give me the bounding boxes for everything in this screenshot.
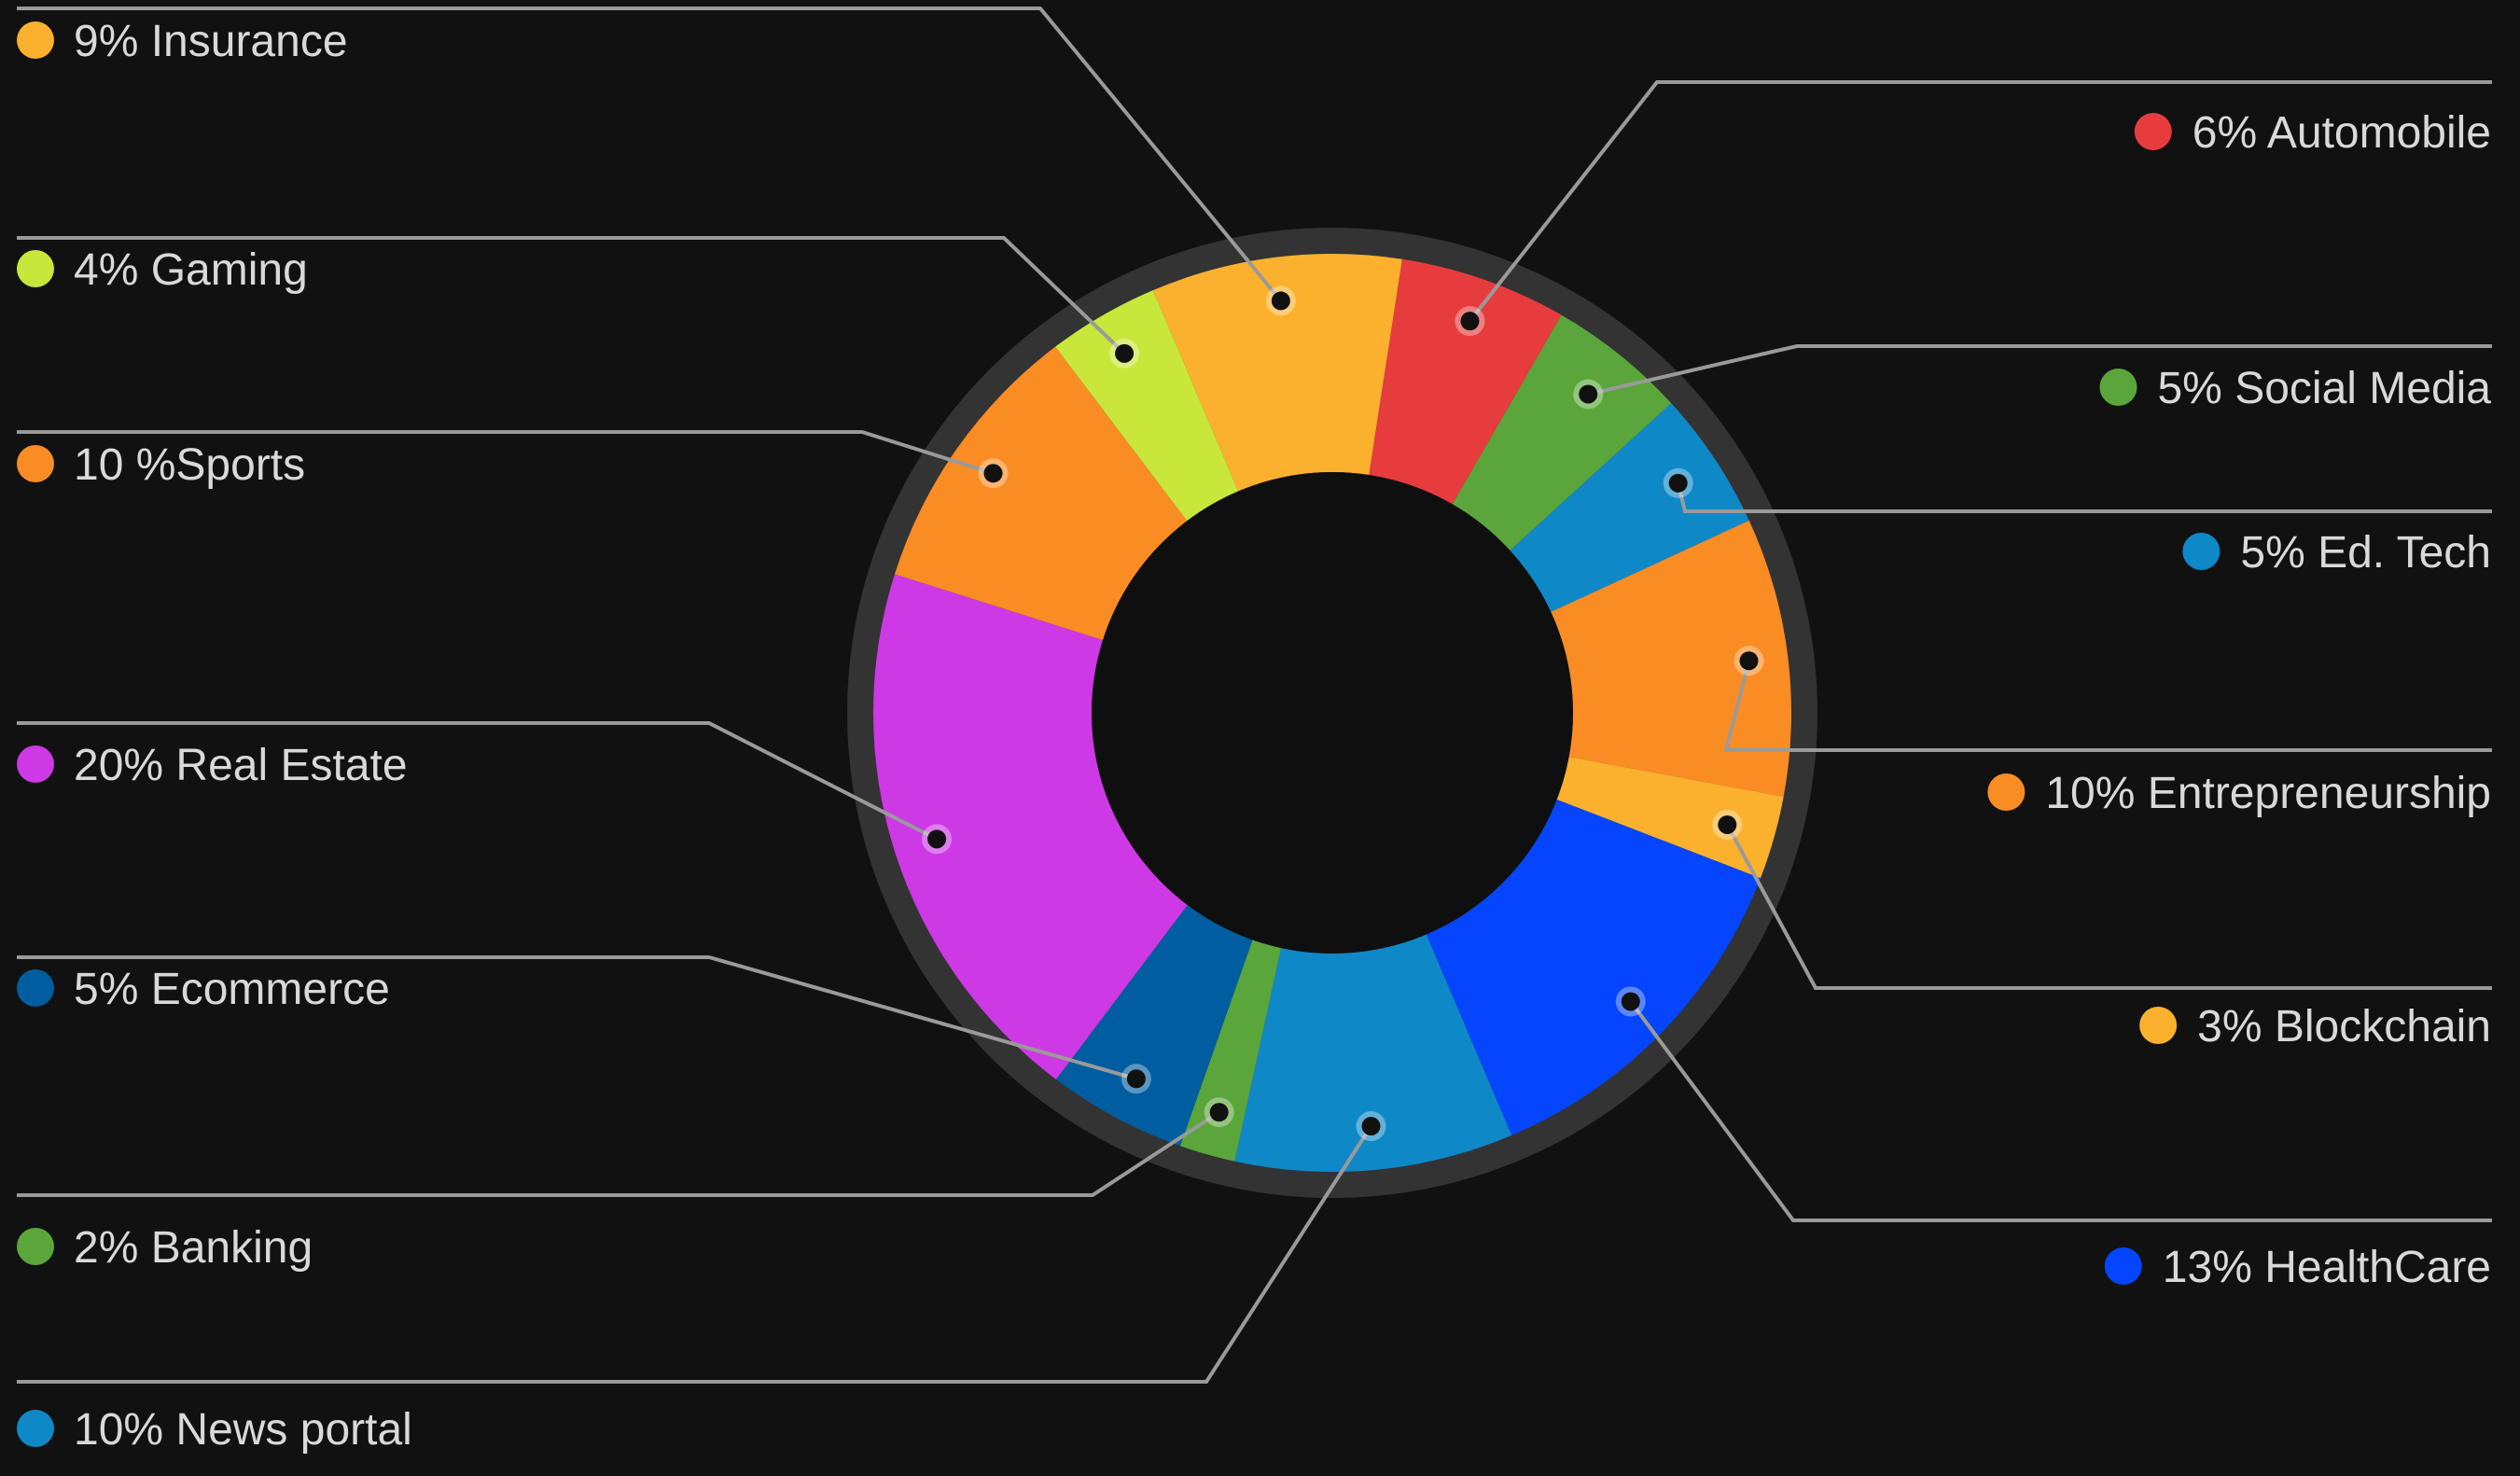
donut-slice[interactable]	[1179, 940, 1282, 1162]
slice-marker	[983, 464, 1003, 483]
leader-line	[1587, 344, 2492, 397]
legend-swatch	[2182, 533, 2221, 570]
legend-swatch	[17, 21, 54, 59]
legend-label: 5% Ecommerce	[74, 965, 390, 1014]
slice-marker	[1460, 312, 1480, 331]
legend-label: 20% Real Estate	[74, 741, 408, 790]
legend-swatch	[17, 1228, 54, 1265]
donut-slice[interactable]	[1369, 258, 1562, 505]
slice-marker	[1209, 1103, 1229, 1122]
slice-marker	[1126, 1069, 1146, 1089]
leader-line	[17, 721, 938, 842]
donut-slice[interactable]	[1152, 253, 1402, 492]
legend-label: 4% Gaming	[74, 245, 308, 295]
donut-slice[interactable]	[873, 574, 1188, 1079]
legend-label: 2% Banking	[74, 1223, 313, 1273]
legend: 9% Insurance 6% Automobile 5% Social Media…	[17, 17, 2491, 1455]
legend-swatch	[17, 1410, 54, 1447]
leader-line	[17, 955, 1137, 1081]
donut-slice[interactable]	[1556, 757, 1784, 879]
leader-line	[1723, 660, 2492, 752]
leader-line	[17, 430, 995, 476]
donut-slice[interactable]	[1234, 934, 1512, 1172]
legend-swatch	[2134, 113, 2172, 150]
slice-marker	[1361, 1117, 1381, 1136]
slice-marker	[1718, 815, 1737, 834]
leader-line	[1629, 1000, 2492, 1222]
slice-marker	[1668, 473, 1688, 493]
leader-line	[1468, 80, 2492, 323]
slice-marker	[927, 829, 947, 849]
leader-line	[17, 236, 1126, 355]
legend-label: 10% News portal	[74, 1405, 412, 1455]
slice-marker	[1115, 343, 1135, 363]
legend-swatch	[17, 250, 54, 287]
legend-swatch	[2099, 369, 2137, 406]
donut-slice[interactable]	[1426, 799, 1761, 1135]
donut-slice[interactable]	[1452, 314, 1672, 550]
legend-swatch	[2104, 1247, 2142, 1285]
legend-label: 3% Blockchain	[2197, 1002, 2491, 1051]
donut-slice[interactable]	[1055, 905, 1253, 1147]
legend-swatch	[17, 445, 54, 482]
donut-slice[interactable]	[1510, 403, 1749, 612]
legend-label: 13% HealthCare	[2163, 1243, 2491, 1292]
legend-label: 9% Insurance	[74, 17, 348, 66]
donut-slice[interactable]	[894, 346, 1188, 641]
leader-line	[17, 1110, 1220, 1197]
legend-label: 6% Automobile	[2193, 108, 2491, 158]
legend-label: 10% Entrepreneurship	[2045, 769, 2491, 818]
leader-line	[1676, 482, 2492, 513]
leader-line	[17, 7, 1283, 302]
legend-swatch	[17, 745, 54, 783]
slice-marker	[1621, 992, 1640, 1011]
legend-label: 10 %Sports	[74, 440, 305, 490]
donut-hole	[1092, 472, 1573, 954]
legend-label: 5% Social Media	[2157, 364, 2491, 413]
slice-marker	[1271, 291, 1290, 311]
leader-line	[17, 1124, 1373, 1384]
legend-swatch	[2139, 1007, 2178, 1044]
slice-marker	[1579, 384, 1598, 404]
slice-marker	[1739, 651, 1759, 671]
legend-swatch	[17, 969, 54, 1007]
legend-label: 5% Ed. Tech	[2240, 528, 2491, 578]
donut-slice[interactable]	[1055, 290, 1239, 522]
leader-lines	[17, 7, 2492, 1384]
legend-swatch	[1987, 773, 2026, 811]
leader-line	[1725, 824, 2492, 990]
